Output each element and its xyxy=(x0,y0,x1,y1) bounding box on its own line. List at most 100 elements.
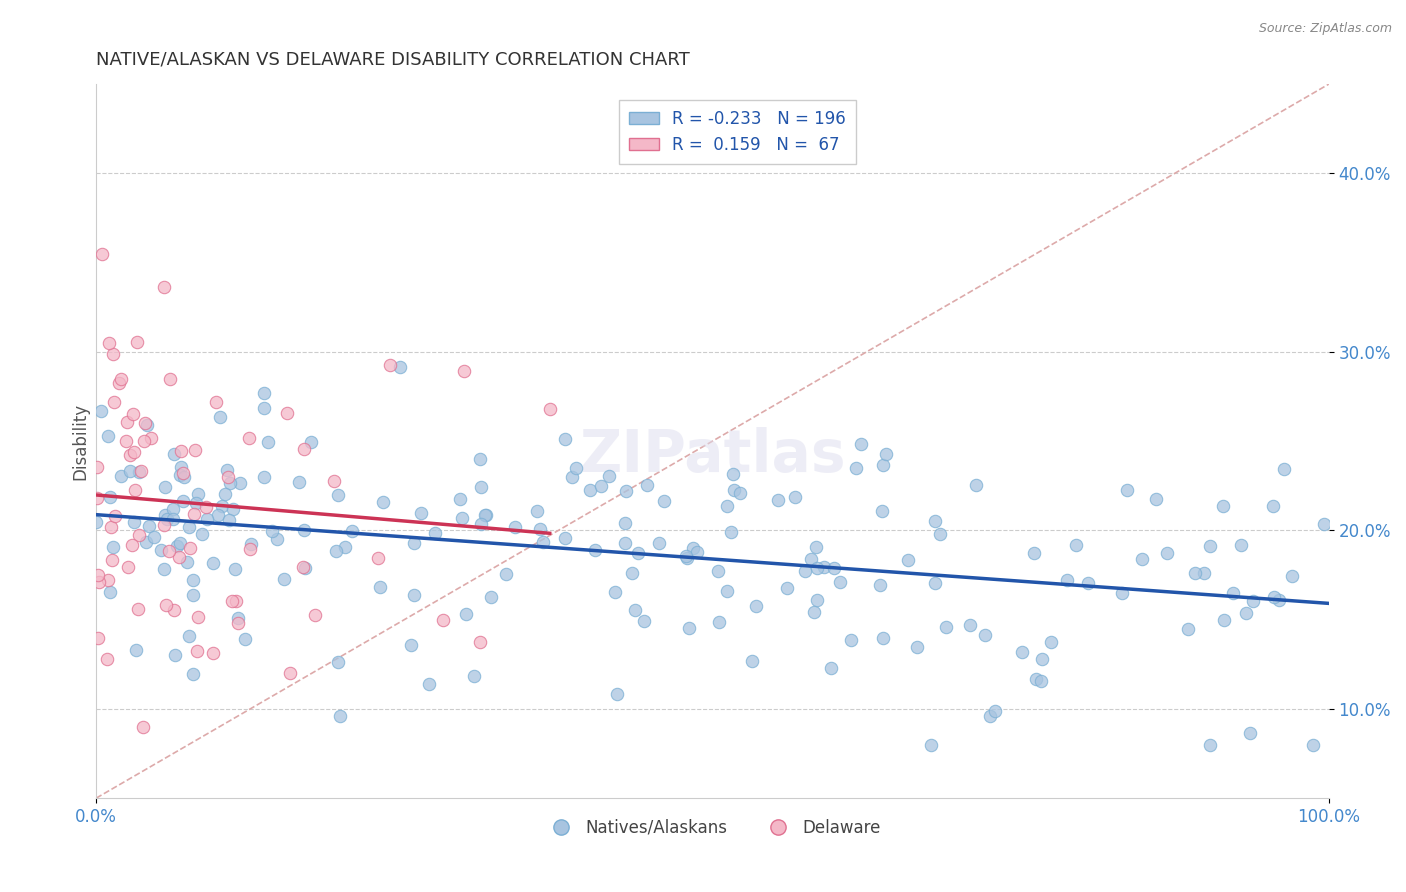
Point xyxy=(741,654,763,668)
Point xyxy=(266,532,288,546)
Point xyxy=(869,578,891,592)
Point xyxy=(839,632,862,647)
Point xyxy=(253,386,276,401)
Point xyxy=(179,541,201,556)
Point xyxy=(107,376,129,391)
Point xyxy=(409,506,432,520)
Point xyxy=(1272,462,1295,476)
Point xyxy=(135,534,157,549)
Point xyxy=(226,615,249,630)
Point xyxy=(150,542,173,557)
Point xyxy=(716,584,738,599)
Point xyxy=(474,508,496,522)
Point xyxy=(91,246,114,260)
Point xyxy=(276,406,298,420)
Point xyxy=(1184,566,1206,581)
Point xyxy=(678,621,700,635)
Point xyxy=(260,524,283,538)
Point xyxy=(87,631,110,645)
Point xyxy=(1066,537,1088,551)
Point xyxy=(97,574,120,588)
Point xyxy=(292,442,315,457)
Point xyxy=(98,490,121,504)
Point xyxy=(159,372,181,386)
Point xyxy=(1116,483,1139,497)
Point xyxy=(367,551,389,566)
Point xyxy=(118,449,141,463)
Point xyxy=(1031,652,1053,666)
Point xyxy=(554,432,576,446)
Point xyxy=(222,502,245,516)
Point xyxy=(470,480,492,494)
Text: ZIPatlas: ZIPatlas xyxy=(579,427,846,484)
Point xyxy=(449,492,471,507)
Point xyxy=(1241,594,1264,608)
Point xyxy=(217,470,239,484)
Point xyxy=(1040,634,1063,648)
Point xyxy=(163,648,186,663)
Point xyxy=(110,372,132,386)
Point xyxy=(1199,738,1222,752)
Point xyxy=(333,540,356,554)
Point xyxy=(294,561,316,575)
Point xyxy=(184,443,207,458)
Point xyxy=(371,495,394,509)
Point xyxy=(806,592,828,607)
Point xyxy=(1144,491,1167,506)
Point xyxy=(172,466,194,480)
Point xyxy=(110,468,132,483)
Point xyxy=(875,447,897,461)
Point xyxy=(454,607,477,621)
Point xyxy=(432,613,454,627)
Point xyxy=(163,447,186,461)
Point xyxy=(183,508,205,522)
Point xyxy=(806,540,828,554)
Point xyxy=(224,561,246,575)
Point xyxy=(287,475,309,489)
Point xyxy=(131,464,153,478)
Point xyxy=(959,617,981,632)
Point xyxy=(1313,517,1336,532)
Point xyxy=(202,556,225,570)
Point xyxy=(184,496,207,510)
Point xyxy=(1212,499,1234,513)
Point xyxy=(97,428,120,442)
Point xyxy=(132,720,155,734)
Point xyxy=(229,476,252,491)
Point xyxy=(378,358,401,372)
Point xyxy=(636,478,658,492)
Point xyxy=(100,520,122,534)
Point xyxy=(138,518,160,533)
Point xyxy=(965,478,987,492)
Point xyxy=(806,560,828,574)
Point xyxy=(191,526,214,541)
Point xyxy=(117,560,139,574)
Point xyxy=(169,467,191,482)
Point xyxy=(162,602,184,616)
Point xyxy=(124,483,146,497)
Point xyxy=(253,401,276,415)
Point xyxy=(273,572,295,586)
Point xyxy=(299,435,322,450)
Point xyxy=(495,567,517,582)
Point xyxy=(776,581,799,595)
Point xyxy=(591,479,613,493)
Point xyxy=(723,467,745,481)
Text: Source: ZipAtlas.com: Source: ZipAtlas.com xyxy=(1258,22,1392,36)
Point xyxy=(1281,569,1303,583)
Point xyxy=(153,508,176,522)
Point xyxy=(598,468,620,483)
Point xyxy=(278,665,301,680)
Point xyxy=(322,474,344,488)
Point xyxy=(136,417,159,432)
Point xyxy=(103,509,125,524)
Point xyxy=(404,535,426,549)
Point xyxy=(225,593,247,607)
Point xyxy=(583,542,606,557)
Point xyxy=(768,493,790,508)
Point xyxy=(707,615,730,629)
Y-axis label: Disability: Disability xyxy=(72,402,89,480)
Point xyxy=(328,655,350,669)
Point xyxy=(329,709,352,723)
Point xyxy=(170,443,193,458)
